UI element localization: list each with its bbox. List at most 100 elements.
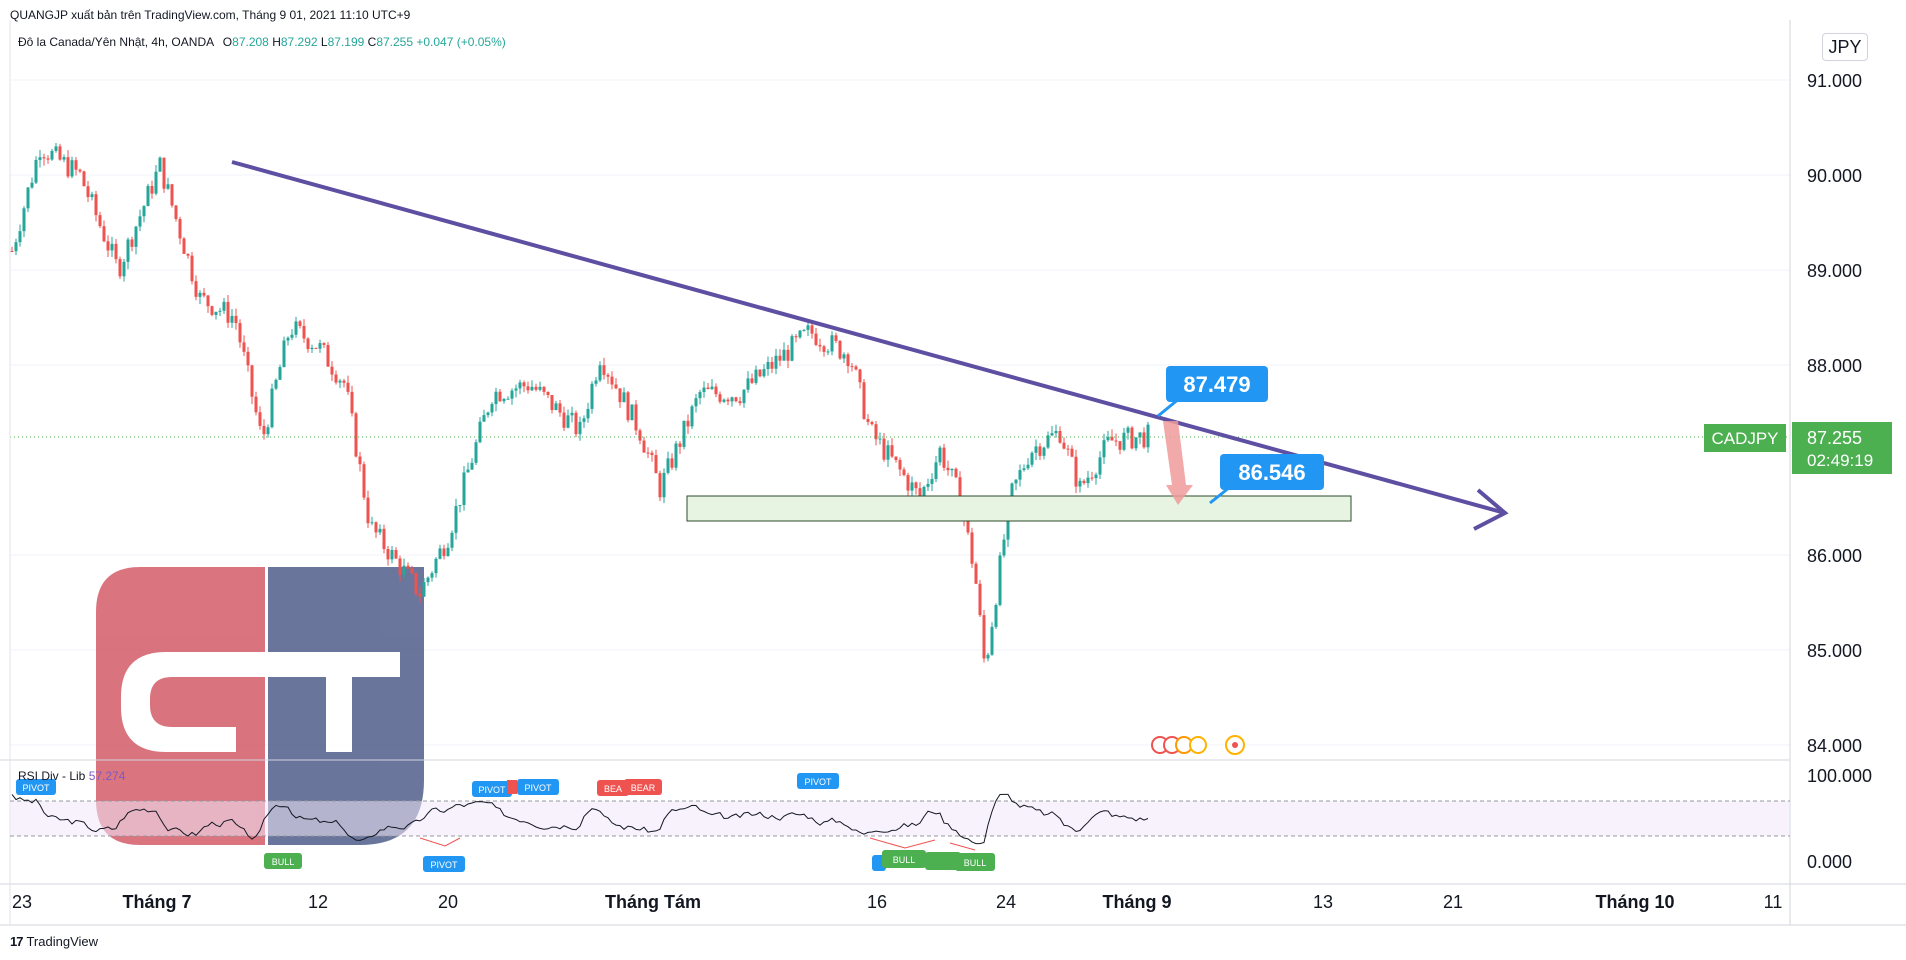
candle-body [906, 475, 910, 491]
candle-body [314, 347, 318, 349]
price-axis[interactable]: 91.000 90.000 89.000 88.000 86.000 85.000 84.0… [1807, 71, 1862, 756]
candle-body [410, 568, 414, 574]
candle-body [62, 157, 66, 160]
rsi-axis-tick: 0.000 [1807, 852, 1852, 872]
rsi-label: PIVOT [423, 856, 465, 872]
svg-text:BULL: BULL [272, 857, 295, 867]
candle-body [914, 482, 918, 489]
candle-body [966, 518, 970, 533]
candle-body [814, 333, 818, 345]
candle-body [1074, 456, 1078, 487]
candle-body [298, 321, 302, 326]
candle-body [450, 532, 454, 548]
time-axis-label: 11 [1764, 892, 1783, 912]
candle-body [278, 367, 282, 380]
symbol-legend[interactable]: Đô la Canada/Yên Nhật, 4h, OANDA O87.208… [18, 35, 506, 49]
candle-body [998, 555, 1002, 606]
candle-body [830, 335, 834, 352]
candle-body [558, 403, 562, 413]
event-icons[interactable] [1151, 735, 1245, 755]
candle-body [10, 251, 14, 252]
time-axis-label: 21 [1443, 892, 1463, 912]
candle-body [882, 438, 886, 460]
candle-body [766, 361, 770, 370]
candle-body [310, 347, 314, 350]
svg-text:PIVOT: PIVOT [478, 785, 506, 795]
candle-body [190, 255, 194, 282]
callout-lower[interactable]: 86.546 [1209, 454, 1324, 505]
callout-upper-label: 87.479 [1183, 372, 1250, 397]
candle-body [570, 412, 574, 416]
currency-button[interactable]: JPY [1822, 33, 1868, 61]
candle-body [538, 386, 542, 390]
symbol-tag[interactable] [1704, 424, 1786, 452]
candle-body [70, 160, 74, 177]
candle-body [334, 374, 338, 383]
tradingview-brand[interactable]: 17 TradingView [10, 934, 98, 949]
candle-body [754, 369, 758, 383]
candle-body [1094, 474, 1098, 479]
candle-body [858, 369, 862, 383]
candle-body [442, 548, 446, 557]
last-price-tag[interactable] [1792, 422, 1892, 474]
candle-body [122, 261, 126, 277]
candle-body [34, 159, 38, 183]
trendline-arrowhead [1473, 488, 1509, 531]
rsi-legend[interactable]: RSI Div - Lib 57.274 [18, 769, 125, 783]
callout-upper[interactable]: 87.479 [1157, 366, 1268, 418]
price-axis-tick: 91.000 [1807, 71, 1862, 91]
candle-body [390, 549, 394, 560]
rsi-label: PIVOT [797, 773, 839, 789]
candle-body [646, 452, 650, 454]
support-zone[interactable] [686, 495, 1352, 522]
countdown-timer: 02:49:19 [1807, 451, 1873, 470]
candle-body [426, 577, 430, 583]
candle-body [518, 382, 522, 389]
candle-body [354, 413, 358, 457]
time-axis[interactable]: 23 Tháng 7 12 20 Tháng Tám 16 24 Tháng 9 13 21 Thá… [12, 892, 1782, 912]
candle-body [282, 340, 286, 368]
candle-body [710, 386, 714, 390]
candle-body [630, 404, 634, 421]
candle-body [1050, 433, 1054, 436]
candle-body [482, 415, 486, 422]
event-icon[interactable] [1189, 736, 1207, 754]
candle-body [94, 194, 98, 216]
candle-body [102, 226, 106, 242]
price-axis-tick: 88.000 [1807, 356, 1862, 376]
rsi-axis-tick: 100.000 [1807, 766, 1872, 786]
candle-body [634, 404, 638, 431]
candle-body [802, 329, 806, 331]
candle-body [258, 412, 262, 426]
candle-body [486, 412, 490, 416]
candle-body [114, 243, 118, 260]
candle-body [1082, 480, 1086, 484]
candle-body [30, 182, 34, 188]
candle-body [78, 169, 82, 172]
time-axis-label: Tháng 9 [1102, 892, 1171, 912]
candle-body [654, 455, 658, 474]
candle-body [862, 382, 866, 419]
candle-body [638, 430, 642, 441]
rsi-divergence-line [419, 837, 976, 851]
candle-body [470, 462, 474, 470]
candle-body [690, 406, 694, 427]
candle-body [950, 468, 954, 471]
candle-body [86, 186, 90, 198]
candle-body [598, 365, 602, 381]
candle-body [578, 421, 582, 435]
candle-body [58, 146, 62, 160]
candle-body [866, 418, 870, 423]
candle-body [942, 447, 946, 468]
svg-text:PIVOT: PIVOT [524, 783, 552, 793]
candle-body [870, 422, 874, 425]
candle-body [202, 292, 206, 296]
candle-body [110, 243, 114, 251]
candle-body [98, 215, 102, 227]
time-axis-label: Tháng 10 [1595, 892, 1674, 912]
candle-body [210, 306, 214, 315]
candle-body [150, 185, 154, 194]
candle-body [1022, 468, 1026, 470]
candle-body [1058, 430, 1062, 443]
